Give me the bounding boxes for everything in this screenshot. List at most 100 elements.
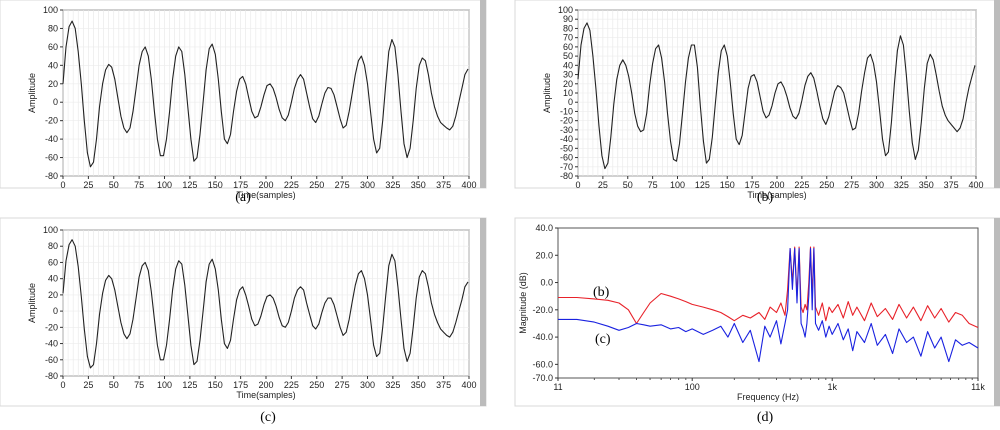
x-tick-label: 300: [360, 380, 375, 390]
x-tick-label: 250: [309, 180, 324, 190]
x-tick-label: 300: [869, 180, 884, 190]
y-tick-label: -40.0: [532, 332, 553, 342]
y-axis-label: Magnitude (dB): [518, 272, 528, 334]
x-tick-label: 25: [83, 180, 93, 190]
y-tick-label: 20: [48, 290, 58, 300]
y-tick-label: 40: [48, 60, 58, 70]
x-tick-label: 275: [844, 180, 859, 190]
panel-edge: [994, 0, 1000, 188]
x-tick-label: 225: [284, 180, 299, 190]
x-tick-label: 375: [436, 380, 451, 390]
x-axis-label: Frequency (Hz): [737, 392, 799, 402]
x-tick-label: 225: [794, 180, 809, 190]
y-tick-label: -20: [560, 116, 573, 126]
y-axis-label: Amplitude: [27, 73, 37, 113]
panel-edge: [994, 218, 1000, 406]
x-tick-label: 325: [894, 180, 909, 190]
y-tick-label: -40: [560, 134, 573, 144]
annotation-c: (c): [595, 332, 611, 347]
y-tick-label: -40: [45, 339, 58, 349]
x-tick-label: 75: [134, 180, 144, 190]
x-tick-label: 100: [157, 180, 172, 190]
series-line-2: [558, 247, 979, 363]
y-tick-label: 0.0: [540, 278, 553, 288]
x-tick-label: 350: [919, 180, 934, 190]
x-tick-label: 200: [769, 180, 784, 190]
y-tick-label: 70: [563, 33, 573, 43]
chart-panel-3: 0 25 50 75 100 125 150 175 200 225 250 275 300 325 350…: [0, 217, 487, 425]
y-tick-label: 60: [48, 257, 58, 267]
x-tick-label: 175: [745, 180, 760, 190]
y-tick-label: -10: [560, 106, 573, 116]
x-tick-label: 100: [670, 180, 685, 190]
chart-panel-1: 0 25 50 75 100 125 150 175 200 225 250 275 300 325 350…: [0, 0, 487, 205]
y-tick-label: 10: [563, 88, 573, 98]
x-tick-label: 125: [695, 180, 710, 190]
x-tick-label: 350: [411, 380, 426, 390]
x-tick-label: 11: [553, 382, 562, 392]
panel-caption: (a): [235, 190, 251, 205]
y-tick-label: -20: [45, 116, 58, 126]
y-tick-label: 60: [563, 42, 573, 52]
panel-caption: (b): [757, 190, 774, 205]
x-tick-label: 400: [968, 180, 983, 190]
plot-area: [557, 227, 979, 379]
y-axis-label: Amplitude: [542, 73, 552, 113]
x-tick-label: 400: [461, 180, 476, 190]
chart-panel-2: 0 25 50 75 100 125 150 175 200 225 250 275 300 325 350…: [514, 0, 1000, 205]
y-tick-label: 0: [568, 97, 573, 107]
y-tick-label: 40.0: [535, 223, 553, 233]
y-tick-label: -40: [45, 134, 58, 144]
y-tick-label: 20: [563, 79, 573, 89]
y-tick-label: 100: [43, 225, 58, 235]
x-tick-label: 1k: [827, 382, 837, 392]
y-tick-label: 100: [558, 5, 573, 15]
x-tick-label: 250: [309, 380, 324, 390]
x-tick-label: 11k: [971, 382, 985, 392]
panel-edge: [480, 0, 486, 188]
y-tick-label: -60: [45, 355, 58, 365]
x-tick-label: 325: [385, 180, 400, 190]
y-tick-label: 0: [53, 97, 58, 107]
x-axis-label: Time(samples): [236, 190, 295, 200]
series-line-1: [62, 239, 469, 369]
y-tick-label: 20.0: [535, 250, 553, 260]
y-tick-label: 50: [563, 51, 573, 61]
x-tick-label: 175: [233, 180, 248, 190]
x-tick-label: 175: [233, 380, 248, 390]
x-tick-label: 275: [335, 380, 350, 390]
y-tick-label: -60: [45, 153, 58, 163]
y-axis-label: Amplitude: [27, 283, 37, 323]
y-tick-label: 100: [43, 5, 58, 15]
y-tick-label: 80: [48, 23, 58, 33]
x-tick-label: 200: [258, 180, 273, 190]
y-tick-label: -70.0: [532, 373, 553, 383]
x-tick-label: 325: [385, 380, 400, 390]
x-tick-label: 0: [575, 180, 580, 190]
y-tick-label: -50: [560, 143, 573, 153]
series-line-1: [62, 20, 469, 168]
x-tick-label: 75: [648, 180, 658, 190]
y-tick-label: -80: [45, 171, 58, 181]
x-tick-label: 200: [258, 380, 273, 390]
x-tick-label: 100: [157, 380, 172, 390]
panel-caption: (d): [757, 410, 774, 425]
x-axis-label: Time(samples): [747, 190, 806, 200]
x-tick-label: 225: [284, 380, 299, 390]
y-tick-label: 60: [48, 42, 58, 52]
x-tick-label: 150: [720, 180, 735, 190]
x-tick-label: 300: [360, 180, 375, 190]
y-tick-label: -80: [45, 371, 58, 381]
x-tick-label: 375: [436, 180, 451, 190]
x-tick-label: 50: [109, 380, 119, 390]
panel-caption: (c): [260, 410, 276, 425]
y-tick-label: -20.0: [532, 305, 553, 315]
x-tick-label: 125: [182, 180, 197, 190]
x-tick-label: 400: [461, 380, 476, 390]
x-axis-label: Time(samples): [236, 390, 295, 400]
series-line-1: [577, 22, 976, 170]
panel-edge: [480, 218, 486, 406]
x-tick-label: 125: [182, 380, 197, 390]
chart-panel-4: 11 100 1k 11k 40.0 20.0 0.0 -20.0 -40.0 -60.0 -70.…: [514, 217, 1000, 425]
